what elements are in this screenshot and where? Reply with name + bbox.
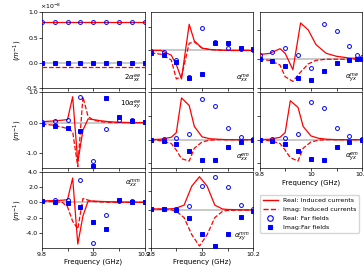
Legend: Real: Induced currents, Imag: Induced currents, Real: Far fields, Imag:Far field: Real: Induced currents, Imag: Induced cu… [260, 195, 359, 232]
X-axis label: Frequency (GHz): Frequency (GHz) [64, 259, 122, 265]
Y-axis label: $(m^{-1})$: $(m^{-1})$ [11, 199, 24, 221]
Text: $\alpha_{xx}^{me}$: $\alpha_{xx}^{me}$ [236, 73, 250, 84]
Text: $10\alpha_{xy}^{ee}$: $10\alpha_{xy}^{ee}$ [120, 98, 142, 112]
Text: $\alpha_{yx}^{em}$: $\alpha_{yx}^{em}$ [345, 151, 359, 164]
Y-axis label: $(m^{-1})$: $(m^{-1})$ [12, 40, 24, 61]
Text: $\alpha_{xx}^{mm}$: $\alpha_{xx}^{mm}$ [125, 178, 142, 190]
X-axis label: Frequency (GHz): Frequency (GHz) [173, 259, 231, 265]
Text: $\times 10^{-8}$: $\times 10^{-8}$ [40, 2, 61, 11]
Text: $\alpha_{yx}^{me}$: $\alpha_{yx}^{me}$ [345, 71, 359, 84]
Text: $\alpha_{xy}^{mm}$: $\alpha_{xy}^{mm}$ [234, 231, 250, 244]
Text: $\alpha_{xx}^{em}$: $\alpha_{xx}^{em}$ [236, 152, 250, 164]
Y-axis label: $(m^{-1})$: $(m^{-1})$ [12, 119, 24, 141]
Text: $2\alpha_{xx}^{ee}$: $2\alpha_{xx}^{ee}$ [124, 73, 142, 84]
X-axis label: Frequency (GHz): Frequency (GHz) [282, 179, 340, 186]
